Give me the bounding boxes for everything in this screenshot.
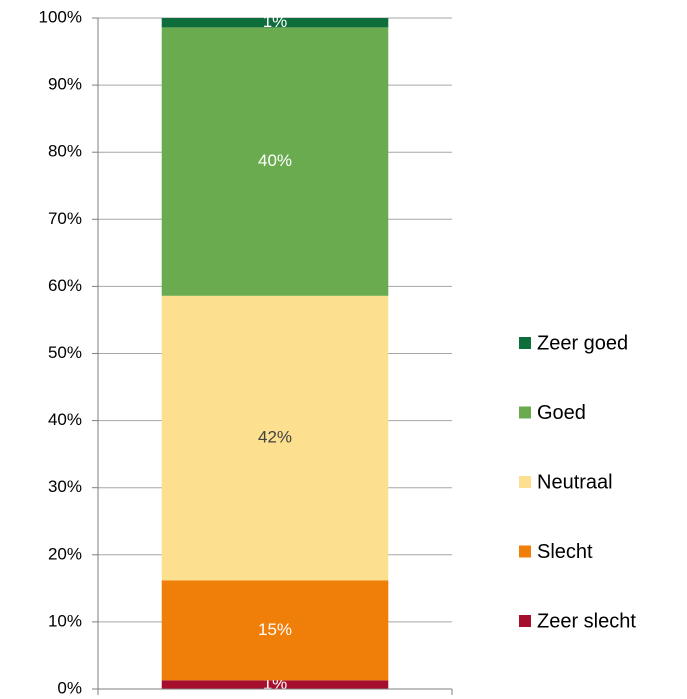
data-label: 15% xyxy=(258,620,292,639)
data-label: 1% xyxy=(263,12,288,31)
legend-swatch xyxy=(519,615,531,627)
bar-segment xyxy=(161,18,389,28)
data-label: 42% xyxy=(258,428,292,447)
y-tick-label: 100% xyxy=(39,7,82,26)
legend-label: Goed xyxy=(537,402,586,424)
legend-swatch xyxy=(519,406,531,419)
y-tick-label: 10% xyxy=(48,611,82,630)
y-tick-label: 70% xyxy=(48,209,82,228)
legend-swatch xyxy=(519,476,531,488)
bar-segment xyxy=(161,680,389,689)
bar-segment xyxy=(161,27,389,296)
y-tick-label: 80% xyxy=(48,142,82,161)
y-tick-label: 20% xyxy=(48,544,82,563)
y-tick-label: 50% xyxy=(48,343,82,362)
y-tick-label: 90% xyxy=(48,75,82,94)
bar-segment xyxy=(161,580,389,681)
bar-segment xyxy=(161,295,389,581)
y-tick-label: 60% xyxy=(48,276,82,295)
legend-label: Neutraal xyxy=(537,471,613,493)
legend-swatch xyxy=(519,337,531,349)
data-label: 40% xyxy=(258,151,292,170)
legend-label: Zeer slecht xyxy=(537,610,636,632)
legend-label: Slecht xyxy=(537,541,593,563)
y-tick-label: 30% xyxy=(48,477,82,496)
legend-swatch xyxy=(519,545,531,558)
y-tick-label: 40% xyxy=(48,410,82,429)
legend-label: Zeer goed xyxy=(537,332,628,354)
y-tick-label: 0% xyxy=(57,678,82,697)
